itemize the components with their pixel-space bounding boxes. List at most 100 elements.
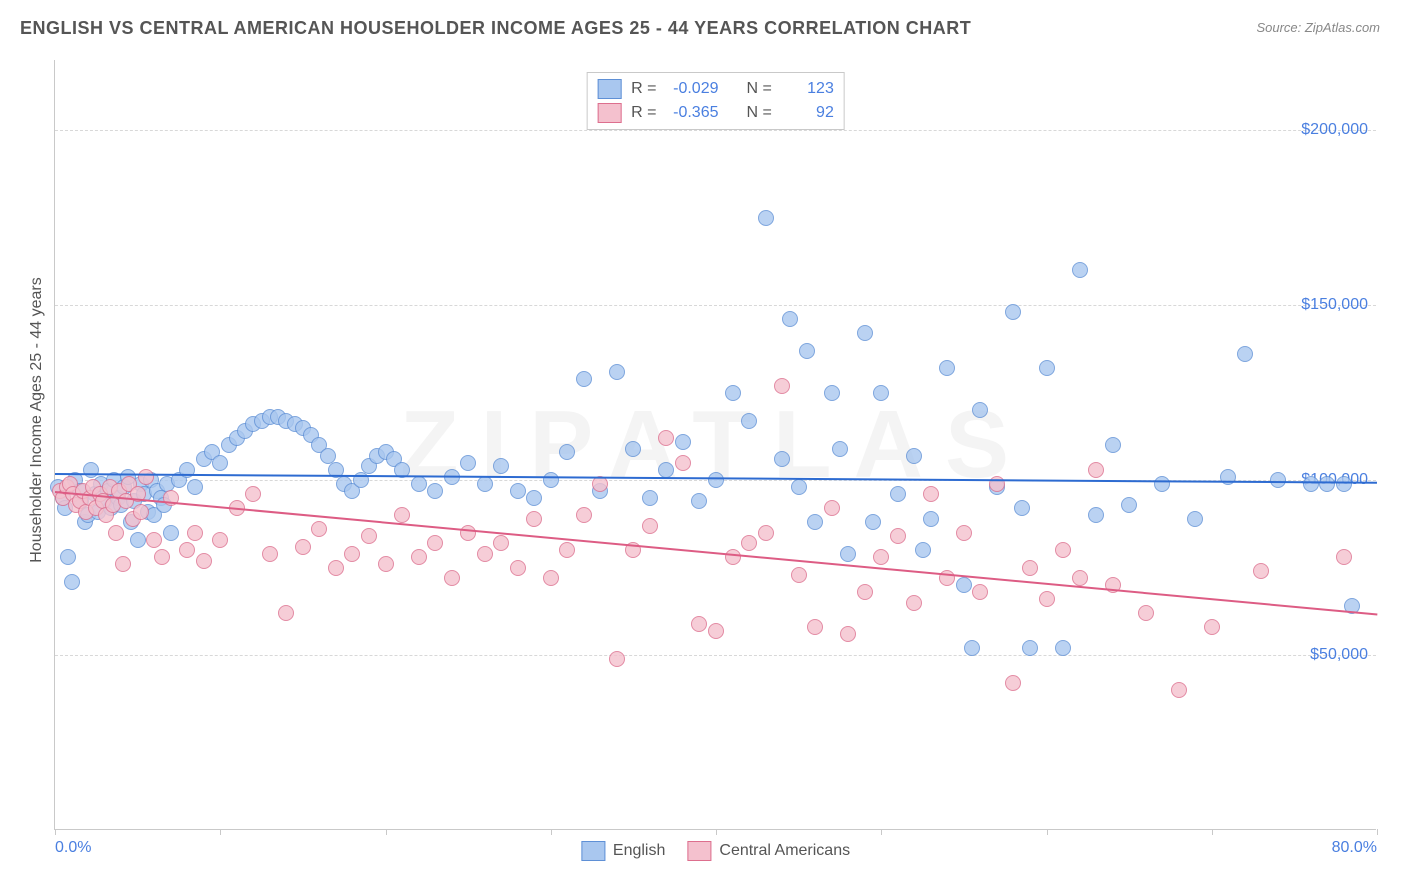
data-point — [328, 560, 344, 576]
legend-item: Central Americans — [687, 841, 850, 861]
r-value: -0.029 — [667, 80, 719, 98]
data-point — [187, 525, 203, 541]
x-tick — [1212, 829, 1213, 835]
data-point — [708, 472, 724, 488]
data-point — [361, 528, 377, 544]
data-point — [295, 539, 311, 555]
data-point — [956, 577, 972, 593]
data-point — [1022, 640, 1038, 656]
n-value: 92 — [782, 104, 834, 122]
data-point — [774, 378, 790, 394]
data-point — [108, 525, 124, 541]
data-point — [1055, 640, 1071, 656]
data-point — [262, 546, 278, 562]
data-point — [824, 385, 840, 401]
data-point — [807, 619, 823, 635]
data-point — [609, 364, 625, 380]
data-point — [758, 525, 774, 541]
data-point — [1237, 346, 1253, 362]
data-point — [493, 535, 509, 551]
x-tick-label: 0.0% — [55, 839, 91, 857]
data-point — [196, 553, 212, 569]
data-point — [559, 444, 575, 460]
legend-swatch — [581, 841, 605, 861]
data-point — [179, 542, 195, 558]
x-tick — [551, 829, 552, 835]
data-point — [840, 546, 856, 562]
data-point — [1138, 605, 1154, 621]
stats-row: R =-0.029N =123 — [597, 77, 834, 101]
plot-area: ZIPATLAS R =-0.029N =123R =-0.365N =92 E… — [54, 60, 1376, 830]
data-point — [625, 441, 641, 457]
x-tick — [55, 829, 56, 835]
data-point — [873, 385, 889, 401]
n-value: 123 — [782, 80, 834, 98]
data-point — [675, 455, 691, 471]
gridline — [55, 655, 1376, 656]
legend-label: Central Americans — [719, 842, 850, 860]
data-point — [1105, 437, 1121, 453]
data-point — [865, 514, 881, 530]
data-point — [146, 532, 162, 548]
data-point — [658, 462, 674, 478]
data-point — [477, 546, 493, 562]
data-point — [427, 535, 443, 551]
data-point — [658, 430, 674, 446]
data-point — [807, 514, 823, 530]
data-point — [411, 549, 427, 565]
legend-label: English — [613, 842, 665, 860]
data-point — [915, 542, 931, 558]
data-point — [115, 556, 131, 572]
data-point — [642, 518, 658, 534]
series-swatch — [597, 79, 621, 99]
data-point — [245, 486, 261, 502]
data-point — [543, 472, 559, 488]
data-point — [691, 616, 707, 632]
data-point — [1154, 476, 1170, 492]
r-label: R = — [631, 104, 656, 122]
data-point — [477, 476, 493, 492]
data-point — [758, 210, 774, 226]
data-point — [163, 525, 179, 541]
data-point — [890, 528, 906, 544]
y-axis-label: Householder Income Ages 25 - 44 years — [22, 50, 52, 790]
data-point — [691, 493, 707, 509]
source-attribution: Source: ZipAtlas.com — [1256, 20, 1380, 35]
x-tick — [716, 829, 717, 835]
data-point — [1055, 542, 1071, 558]
data-point — [526, 490, 542, 506]
data-point — [972, 584, 988, 600]
data-point — [427, 483, 443, 499]
legend-swatch — [687, 841, 711, 861]
data-point — [1014, 500, 1030, 516]
data-point — [939, 360, 955, 376]
data-point — [890, 486, 906, 502]
data-point — [956, 525, 972, 541]
r-value: -0.365 — [667, 104, 719, 122]
data-point — [824, 500, 840, 516]
data-point — [1187, 511, 1203, 527]
data-point — [212, 455, 228, 471]
y-tick-label: $150,000 — [1301, 296, 1368, 314]
data-point — [832, 441, 848, 457]
data-point — [510, 483, 526, 499]
series-swatch — [597, 103, 621, 123]
data-point — [906, 448, 922, 464]
data-point — [1088, 462, 1104, 478]
data-point — [559, 542, 575, 558]
r-label: R = — [631, 80, 656, 98]
data-point — [460, 525, 476, 541]
data-point — [278, 605, 294, 621]
data-point — [1039, 591, 1055, 607]
data-point — [791, 567, 807, 583]
data-point — [1005, 304, 1021, 320]
data-point — [311, 521, 327, 537]
data-point — [460, 455, 476, 471]
stats-box: R =-0.029N =123R =-0.365N =92 — [586, 72, 845, 130]
data-point — [1072, 570, 1088, 586]
x-tick — [386, 829, 387, 835]
x-tick — [1377, 829, 1378, 835]
data-point — [989, 476, 1005, 492]
data-point — [1319, 476, 1335, 492]
data-point — [394, 507, 410, 523]
